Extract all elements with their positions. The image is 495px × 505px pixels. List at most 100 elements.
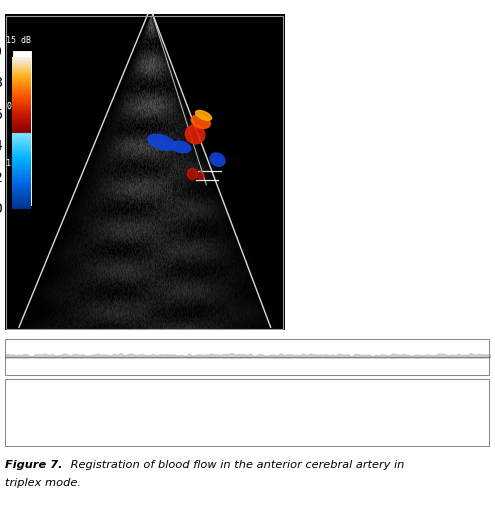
- Point: [364, 396, 372, 404]
- Point: [247, 413, 254, 421]
- Point: [440, 397, 447, 405]
- Point: [175, 397, 183, 406]
- Point: [92, 395, 99, 403]
- Point: [398, 393, 406, 401]
- Point: [248, 398, 256, 406]
- Point: [382, 402, 390, 411]
- Point: [5, 405, 13, 413]
- Point: [15, 397, 23, 406]
- Point: [402, 398, 410, 407]
- Point: [372, 414, 380, 422]
- Point: [463, 392, 471, 400]
- Point: [100, 396, 108, 404]
- Point: [25, 397, 33, 405]
- Point: [172, 395, 180, 403]
- Point: [372, 411, 380, 419]
- Point: [226, 391, 234, 399]
- Point: [28, 394, 36, 402]
- Point: [452, 394, 460, 402]
- Point: [291, 391, 298, 399]
- Point: [42, 398, 50, 407]
- Point: [93, 390, 100, 398]
- Point: [14, 395, 22, 403]
- Point: [17, 405, 25, 413]
- Point: [23, 397, 31, 406]
- Point: [136, 397, 144, 406]
- Point: [5, 409, 13, 417]
- Point: [268, 400, 276, 408]
- Point: [35, 398, 43, 407]
- Point: [371, 418, 379, 426]
- Point: [141, 395, 149, 403]
- Point: [18, 397, 26, 405]
- Point: [165, 396, 173, 405]
- Point: [168, 392, 176, 400]
- Point: [186, 393, 194, 401]
- Point: [194, 393, 201, 401]
- Point: [394, 397, 401, 405]
- Point: [394, 392, 401, 400]
- Point: [2, 395, 10, 403]
- Point: [417, 391, 425, 399]
- Point: [156, 392, 164, 400]
- Point: [281, 395, 289, 403]
- Point: [285, 392, 293, 400]
- Point: [139, 413, 147, 421]
- Point: [42, 395, 50, 403]
- Point: [62, 390, 70, 398]
- Point: [128, 422, 136, 430]
- Point: [177, 393, 185, 401]
- Point: [362, 393, 370, 401]
- Point: [39, 392, 47, 400]
- Point: [10, 398, 18, 406]
- Point: [367, 400, 375, 409]
- Point: [353, 393, 361, 401]
- Point: [413, 397, 421, 405]
- Point: [307, 392, 315, 400]
- Point: [17, 392, 25, 400]
- Point: [213, 397, 221, 406]
- Point: [202, 392, 210, 400]
- Point: [194, 397, 201, 406]
- Point: [431, 392, 439, 400]
- Point: [435, 392, 443, 400]
- Point: [369, 392, 377, 400]
- Point: [440, 390, 448, 398]
- Point: [251, 408, 259, 416]
- Point: [295, 393, 302, 401]
- Point: [471, 392, 479, 400]
- Point: [135, 399, 143, 407]
- Point: [469, 392, 477, 400]
- Point: [246, 403, 254, 411]
- Point: [115, 395, 123, 403]
- Point: [163, 397, 171, 405]
- Point: [14, 410, 22, 418]
- Point: [296, 398, 303, 406]
- Point: [21, 399, 29, 407]
- Point: [153, 394, 161, 402]
- Point: [289, 398, 297, 406]
- Point: [156, 393, 164, 401]
- Point: [132, 421, 140, 429]
- Point: [18, 413, 26, 421]
- Point: [132, 400, 140, 408]
- Point: [254, 416, 262, 424]
- Point: [374, 399, 382, 408]
- Point: [129, 420, 137, 428]
- Point: [169, 393, 177, 401]
- Point: [8, 414, 16, 422]
- Point: [435, 395, 443, 403]
- Point: [20, 395, 28, 403]
- Point: [241, 393, 249, 401]
- Point: [169, 391, 177, 399]
- Point: [416, 393, 424, 401]
- Point: [177, 396, 185, 404]
- Point: [164, 400, 172, 408]
- Point: [464, 396, 472, 404]
- Point: [127, 392, 135, 400]
- Point: [368, 411, 376, 419]
- Point: [10, 392, 18, 400]
- Point: [39, 393, 47, 401]
- Point: [287, 397, 295, 405]
- Point: [390, 395, 398, 403]
